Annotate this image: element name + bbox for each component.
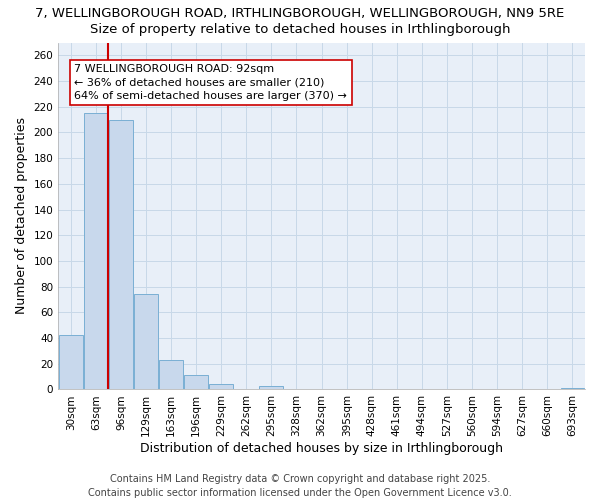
Bar bbox=[259, 386, 283, 390]
Bar bbox=[209, 384, 233, 390]
X-axis label: Distribution of detached houses by size in Irthlingborough: Distribution of detached houses by size … bbox=[140, 442, 503, 455]
Bar bbox=[134, 294, 158, 390]
Text: 7, WELLINGBOROUGH ROAD, IRTHLINGBOROUGH, WELLINGBOROUGH, NN9 5RE: 7, WELLINGBOROUGH ROAD, IRTHLINGBOROUGH,… bbox=[35, 8, 565, 20]
Text: Contains HM Land Registry data © Crown copyright and database right 2025.
Contai: Contains HM Land Registry data © Crown c… bbox=[88, 474, 512, 498]
Text: Size of property relative to detached houses in Irthlingborough: Size of property relative to detached ho… bbox=[90, 22, 510, 36]
Y-axis label: Number of detached properties: Number of detached properties bbox=[15, 118, 28, 314]
Bar bbox=[59, 336, 83, 390]
Bar bbox=[84, 113, 108, 390]
Bar bbox=[560, 388, 584, 390]
Bar bbox=[159, 360, 183, 390]
Bar bbox=[184, 376, 208, 390]
Text: 7 WELLINGBOROUGH ROAD: 92sqm
← 36% of detached houses are smaller (210)
64% of s: 7 WELLINGBOROUGH ROAD: 92sqm ← 36% of de… bbox=[74, 64, 347, 100]
Bar bbox=[109, 120, 133, 390]
